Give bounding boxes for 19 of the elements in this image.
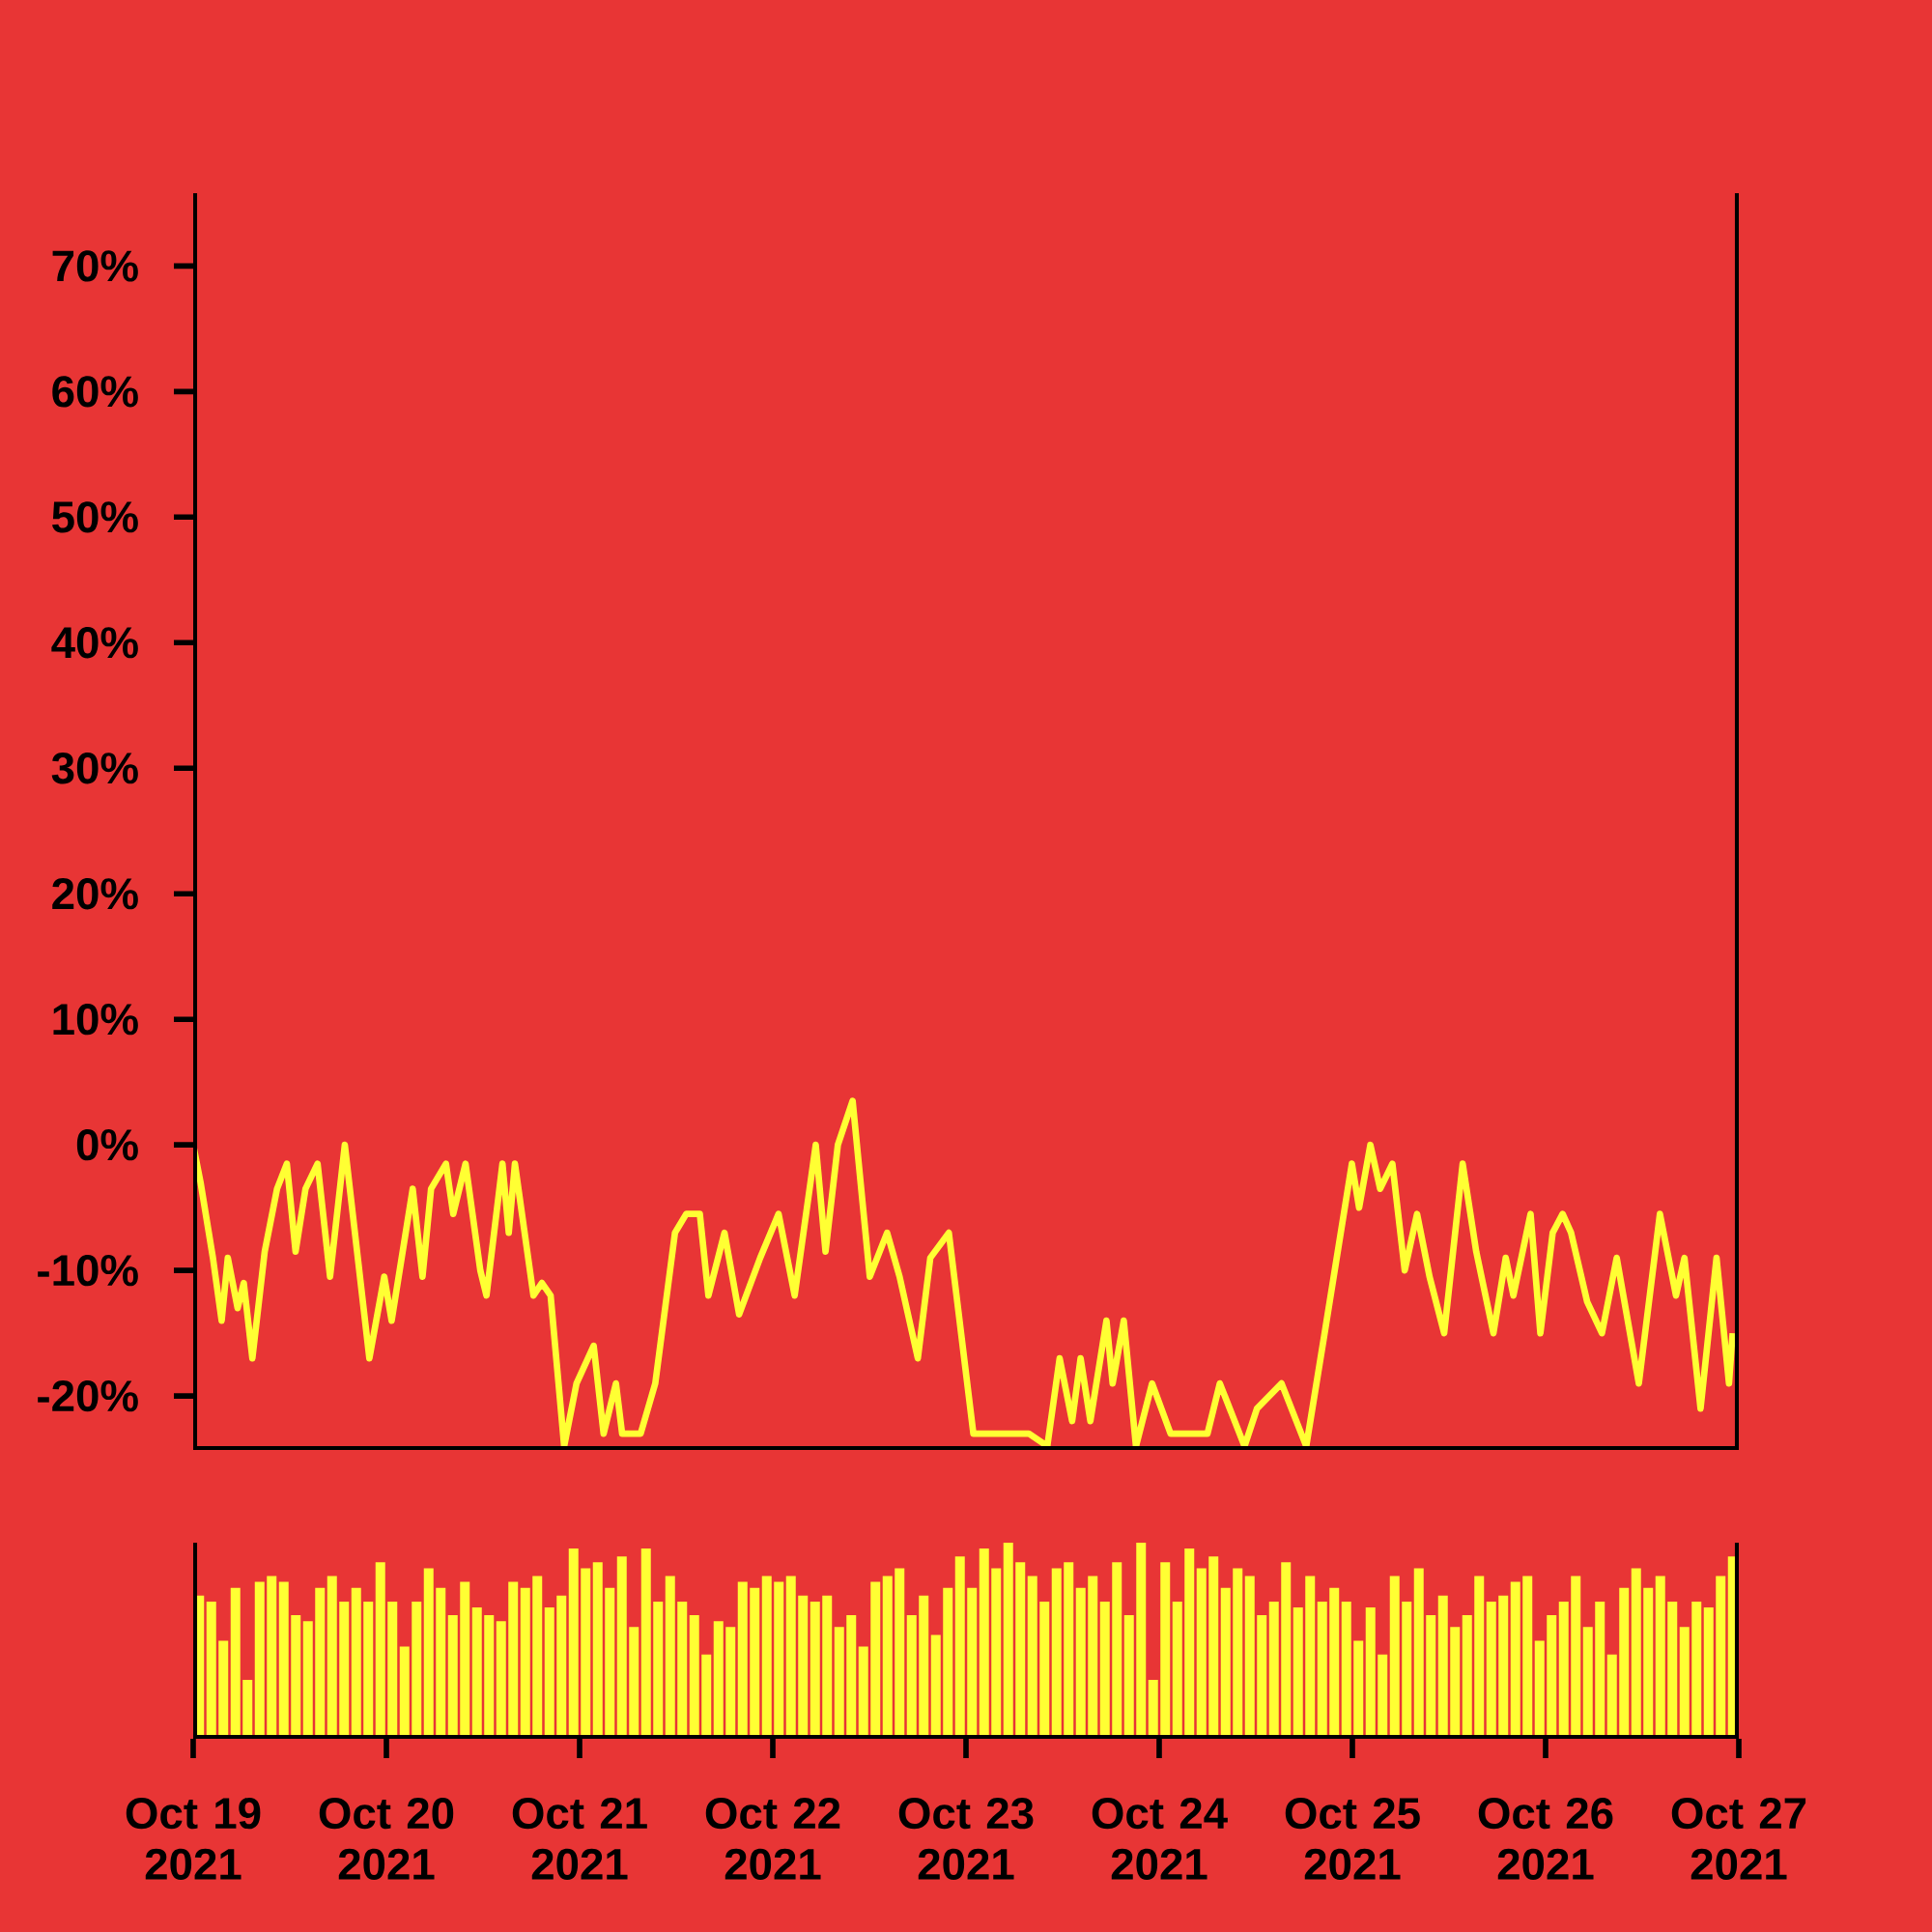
x-tick-label: Oct 21 2021 (512, 1797, 647, 1880)
y-tick-label: 60% (52, 376, 138, 408)
y-tick-label: 50% (52, 501, 138, 533)
y-tick-label: 20% (52, 878, 138, 910)
y-tick-label: 10% (53, 1004, 138, 1036)
y-tick-label: 70% (52, 250, 138, 282)
y-tick-label: 40% (51, 627, 138, 659)
x-tick-label: Oct 22 2021 (705, 1797, 840, 1880)
x-tick-label: Oct 25 2021 (1285, 1797, 1420, 1880)
x-tick-label: Oct 27 2021 (1671, 1797, 1806, 1880)
x-tick-label: Oct 24 2021 (1092, 1797, 1228, 1880)
x-tick-label: Oct 19 2021 (126, 1797, 261, 1880)
y-tick-label: 0% (76, 1128, 138, 1161)
y-tick-label: -20% (38, 1379, 138, 1412)
y-tick-label: -10% (38, 1254, 138, 1287)
x-tick-label: Oct 20 2021 (319, 1797, 454, 1880)
y-tick-label: 30% (51, 753, 138, 784)
x-tick-label: Oct 23 2021 (898, 1797, 1034, 1880)
x-tick-label: Oct 26 2021 (1478, 1797, 1613, 1880)
